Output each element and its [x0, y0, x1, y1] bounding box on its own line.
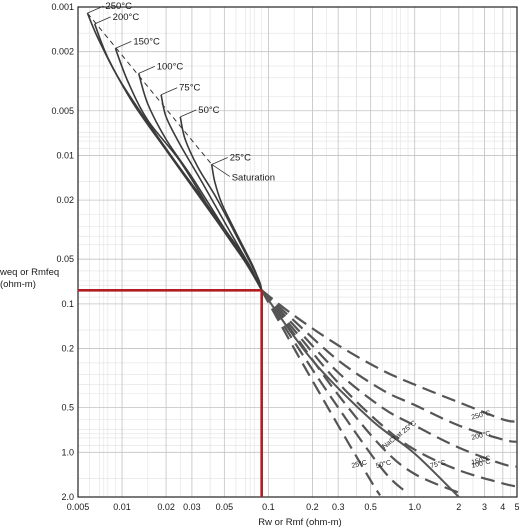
y-tick-label: 0.005	[51, 106, 74, 116]
curve-label-leader	[94, 16, 111, 25]
x-axis-label: Rw or Rmf (ohm-m)	[258, 517, 341, 528]
x-tick-label: 0.2	[306, 502, 319, 512]
y-tick-label: 0.1	[61, 299, 74, 309]
y-tick-label: 0.002	[51, 47, 74, 57]
curve-label: 75°C	[179, 83, 200, 94]
y-tick-label: 0.02	[56, 195, 74, 205]
curve-label: 50°C	[198, 105, 219, 116]
x-tick-label: 0.03	[183, 502, 201, 512]
x-tick-label: 4	[500, 502, 505, 512]
y-tick-label: 0.5	[61, 403, 74, 413]
curve-label: 25°C	[230, 152, 251, 163]
curve-label: 250°C	[105, 1, 132, 12]
right-curve-label: 75°C	[429, 458, 446, 470]
curve-label-leader	[180, 109, 197, 118]
curve-label: 100°C	[157, 61, 184, 72]
curve-label-leader	[115, 41, 132, 49]
x-tick-label: 1.0	[408, 502, 421, 512]
curve-label: 150°C	[133, 36, 160, 47]
x-tick-label: 0.1	[262, 502, 275, 512]
x-tick-label: 0.02	[157, 502, 175, 512]
series-line-dashed	[260, 289, 382, 496]
series-line-nacl	[260, 289, 460, 498]
nacl-curve-label: NaCl at 25°C	[381, 419, 418, 451]
temperature-curves	[86, 12, 518, 498]
x-axis-tick-labels: 0.005 0.01 0.02 0.03 0.05 0.1 0.2 0.3 0.5 1.0 2 3 4 5	[67, 502, 520, 512]
plot-area-frame	[77, 6, 518, 498]
y-tick-label: 0.2	[61, 344, 74, 354]
series-line	[160, 94, 263, 291]
x-tick-label: 0.005	[67, 502, 90, 512]
series-line-dashed	[261, 289, 518, 423]
series-line-dashed	[260, 289, 518, 443]
right-curve-label: 50°C	[375, 458, 392, 470]
x-tick-label: 0.5	[364, 502, 377, 512]
series-line-dashed	[260, 289, 406, 492]
x-tick-label: 2	[456, 502, 461, 512]
series-line-dashed	[260, 289, 518, 468]
curve-label-leader	[160, 87, 178, 96]
series-line	[210, 164, 263, 291]
y-tick-label: 2.0	[61, 492, 74, 502]
curve-label-leader	[211, 157, 228, 165]
y-tick-label: 0.05	[56, 254, 74, 264]
y-axis-label-line2: (ohm-m)	[0, 279, 36, 290]
reading-guide-lines	[78, 288, 263, 497]
x-tick-label: 5	[514, 502, 519, 512]
saturation-label-leader	[211, 164, 230, 177]
series-line-dashed	[260, 289, 518, 488]
saturation-label: Saturation	[232, 172, 275, 183]
y-axis-label-line1: weq or Rmfeq	[0, 267, 59, 278]
x-tick-label: 0.01	[113, 502, 131, 512]
x-tick-label: 0.05	[216, 502, 234, 512]
y-tick-label: 1.0	[61, 447, 74, 457]
y-tick-label: 0.01	[56, 150, 74, 160]
right-curve-label: 25°C	[351, 458, 368, 470]
curve-label: 200°C	[113, 12, 140, 23]
x-tick-label: 0.3	[332, 502, 345, 512]
y-tick-label: 0.001	[51, 2, 74, 12]
curve-label-leader	[138, 66, 155, 74]
curve-label-leader	[87, 5, 104, 14]
major-gridlines	[77, 6, 518, 498]
x-tick-label: 3	[482, 502, 487, 512]
y-axis-tick-labels: 0.001 0.002 0.005 0.01 0.02 0.05 0.1 0.2 0.5 1.0 2…	[51, 2, 74, 502]
saturation-line	[87, 12, 213, 165]
series-line-dashed	[260, 289, 460, 494]
